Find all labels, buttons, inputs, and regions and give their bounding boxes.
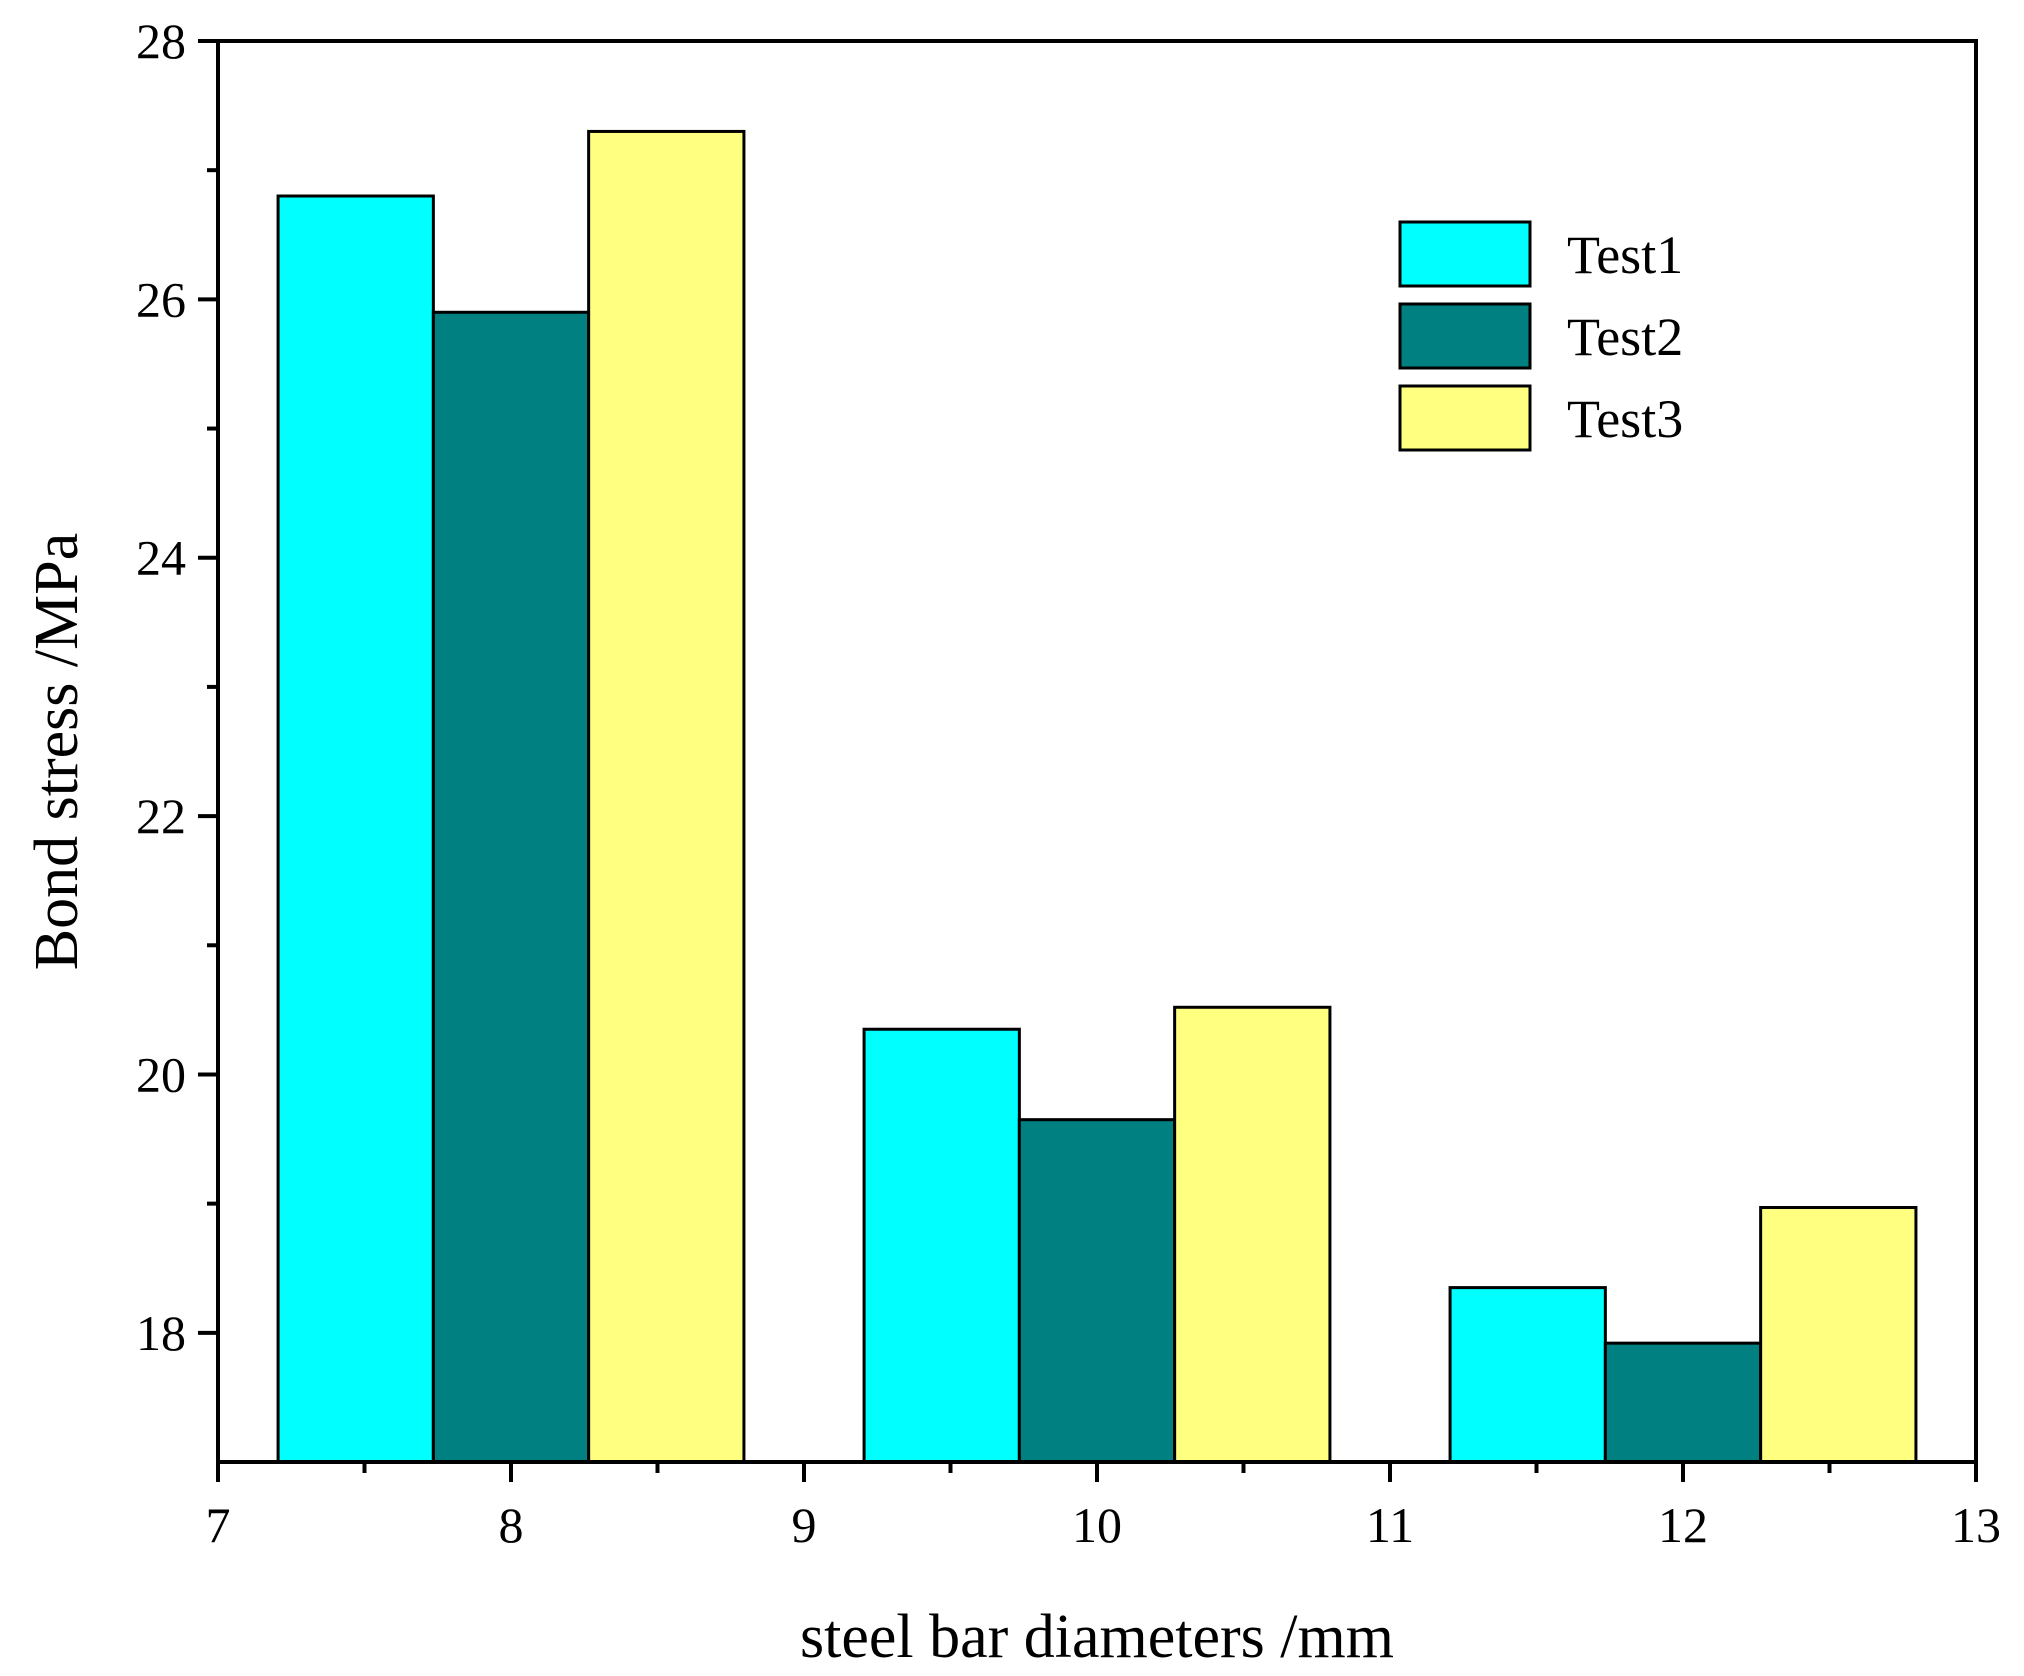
legend-swatch-test1 xyxy=(1398,220,1532,288)
bar-test1-8 xyxy=(276,194,435,1464)
bars-layer xyxy=(276,129,1918,1464)
bar-test1-12 xyxy=(1448,1286,1607,1464)
bar-test1-10 xyxy=(862,1027,1021,1464)
y-tick-label: 26 xyxy=(136,271,186,327)
bar-test2-12 xyxy=(1603,1341,1763,1464)
x-tick-label: 9 xyxy=(792,1497,817,1553)
y-tick-label: 18 xyxy=(136,1305,186,1361)
bar-test2-8 xyxy=(431,310,591,1464)
bar-test3-10 xyxy=(1173,1005,1332,1464)
x-tick-label: 8 xyxy=(499,1497,524,1553)
y-tick-label: 28 xyxy=(136,13,186,69)
x-tick-label: 10 xyxy=(1072,1497,1122,1553)
x-axis-title: steel bar diameters /mm xyxy=(800,1603,1394,1671)
y-axis: 18 20 22 24 26 28 xyxy=(136,13,218,1361)
legend-swatch-test2 xyxy=(1398,302,1532,370)
x-tick-label: 11 xyxy=(1366,1497,1414,1553)
bar-test2-10 xyxy=(1017,1118,1177,1464)
bar-test3-8 xyxy=(587,129,746,1464)
legend-label-test2: Test2 xyxy=(1567,307,1683,367)
y-tick-label: 22 xyxy=(136,788,186,844)
legend-label-test1: Test1 xyxy=(1567,225,1683,285)
x-tick-label: 7 xyxy=(206,1497,231,1553)
x-tick-label: 13 xyxy=(1951,1497,2001,1553)
legend-label-test3: Test3 xyxy=(1567,389,1683,449)
y-tick-label: 24 xyxy=(136,530,186,586)
legend-swatch-test3 xyxy=(1398,384,1532,452)
bar-test3-12 xyxy=(1759,1206,1918,1464)
x-tick-label: 12 xyxy=(1658,1497,1708,1553)
y-axis-title: Bond stress /MPa xyxy=(23,533,91,970)
legend: Test1 Test2 Test3 xyxy=(1398,220,1683,452)
x-axis: 7 8 9 10 11 12 13 xyxy=(206,1462,2001,1553)
y-tick-label: 20 xyxy=(136,1046,186,1102)
